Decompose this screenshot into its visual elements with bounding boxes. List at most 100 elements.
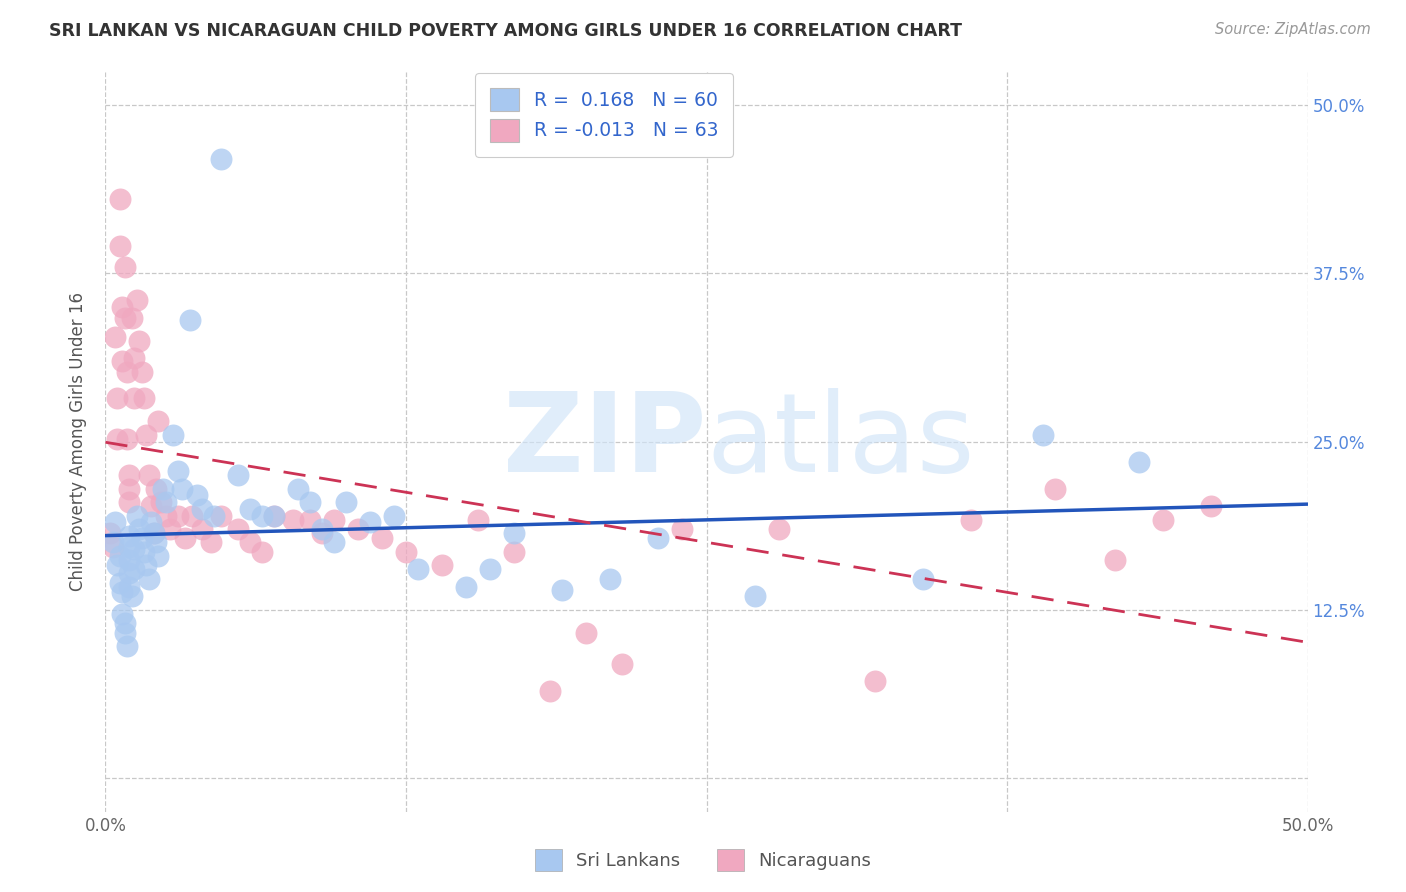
Point — [124, 542, 146, 557]
Point — [121, 310, 143, 325]
Point — [115, 365, 138, 379]
Point — [479, 562, 502, 576]
Point — [1152, 513, 1174, 527]
Point — [139, 499, 162, 513]
Point — [311, 522, 333, 536]
Point — [115, 639, 138, 653]
Point — [467, 513, 489, 527]
Point — [108, 239, 131, 253]
Point — [538, 683, 561, 698]
Point — [287, 482, 309, 496]
Point — [181, 508, 204, 523]
Legend: R =  0.168   N = 60, R = -0.013   N = 63: R = 0.168 N = 60, R = -0.013 N = 63 — [475, 73, 733, 157]
Point — [311, 526, 333, 541]
Point — [172, 482, 194, 496]
Point — [503, 526, 526, 541]
Point — [347, 522, 370, 536]
Point — [960, 513, 983, 527]
Point — [107, 558, 129, 573]
Point — [371, 532, 394, 546]
Point — [503, 545, 526, 559]
Point — [250, 508, 273, 523]
Point — [98, 526, 121, 541]
Point — [159, 522, 181, 536]
Point — [118, 580, 141, 594]
Point — [430, 558, 453, 573]
Point — [148, 549, 170, 563]
Point — [155, 495, 177, 509]
Point — [104, 329, 127, 343]
Point — [131, 532, 153, 546]
Point — [209, 152, 232, 166]
Point — [281, 513, 304, 527]
Point — [118, 553, 141, 567]
Point — [190, 522, 212, 536]
Point — [118, 566, 141, 581]
Point — [124, 392, 146, 406]
Point — [118, 468, 141, 483]
Point — [298, 513, 321, 527]
Point — [145, 482, 167, 496]
Point — [125, 293, 148, 308]
Point — [406, 562, 429, 576]
Point — [190, 501, 212, 516]
Point — [250, 545, 273, 559]
Point — [149, 495, 172, 509]
Point — [142, 526, 165, 541]
Point — [121, 590, 143, 604]
Point — [108, 575, 131, 590]
Point — [179, 313, 201, 327]
Text: SRI LANKAN VS NICARAGUAN CHILD POVERTY AMONG GIRLS UNDER 16 CORRELATION CHART: SRI LANKAN VS NICARAGUAN CHILD POVERTY A… — [49, 22, 962, 40]
Point — [395, 545, 418, 559]
Text: atlas: atlas — [707, 388, 974, 495]
Point — [111, 607, 134, 621]
Point — [124, 562, 146, 576]
Point — [145, 535, 167, 549]
Point — [863, 674, 886, 689]
Point — [111, 353, 134, 368]
Point — [1043, 482, 1066, 496]
Point — [132, 545, 155, 559]
Point — [322, 535, 344, 549]
Point — [115, 432, 138, 446]
Point — [166, 508, 188, 523]
Point — [239, 535, 262, 549]
Point — [131, 365, 153, 379]
Point — [335, 495, 357, 509]
Point — [135, 558, 157, 573]
Point — [575, 625, 598, 640]
Point — [152, 482, 174, 496]
Point — [118, 495, 141, 509]
Point — [101, 540, 124, 554]
Point — [1128, 455, 1150, 469]
Point — [744, 590, 766, 604]
Point — [162, 427, 184, 442]
Point — [138, 468, 160, 483]
Point — [226, 522, 249, 536]
Point — [101, 535, 124, 549]
Point — [108, 549, 131, 563]
Point — [128, 522, 150, 536]
Text: Source: ZipAtlas.com: Source: ZipAtlas.com — [1215, 22, 1371, 37]
Point — [599, 572, 621, 586]
Point — [128, 334, 150, 348]
Point — [142, 526, 165, 541]
Point — [647, 532, 669, 546]
Point — [124, 351, 146, 365]
Point — [114, 310, 136, 325]
Point — [1201, 499, 1223, 513]
Point — [132, 392, 155, 406]
Text: ZIP: ZIP — [503, 388, 707, 495]
Point — [1032, 427, 1054, 442]
Point — [454, 580, 477, 594]
Point — [226, 468, 249, 483]
Point — [118, 482, 141, 496]
Point — [114, 616, 136, 631]
Point — [911, 572, 934, 586]
Point — [104, 516, 127, 530]
Point — [173, 532, 195, 546]
Point — [263, 508, 285, 523]
Point — [298, 495, 321, 509]
Point — [551, 582, 574, 597]
Point — [138, 572, 160, 586]
